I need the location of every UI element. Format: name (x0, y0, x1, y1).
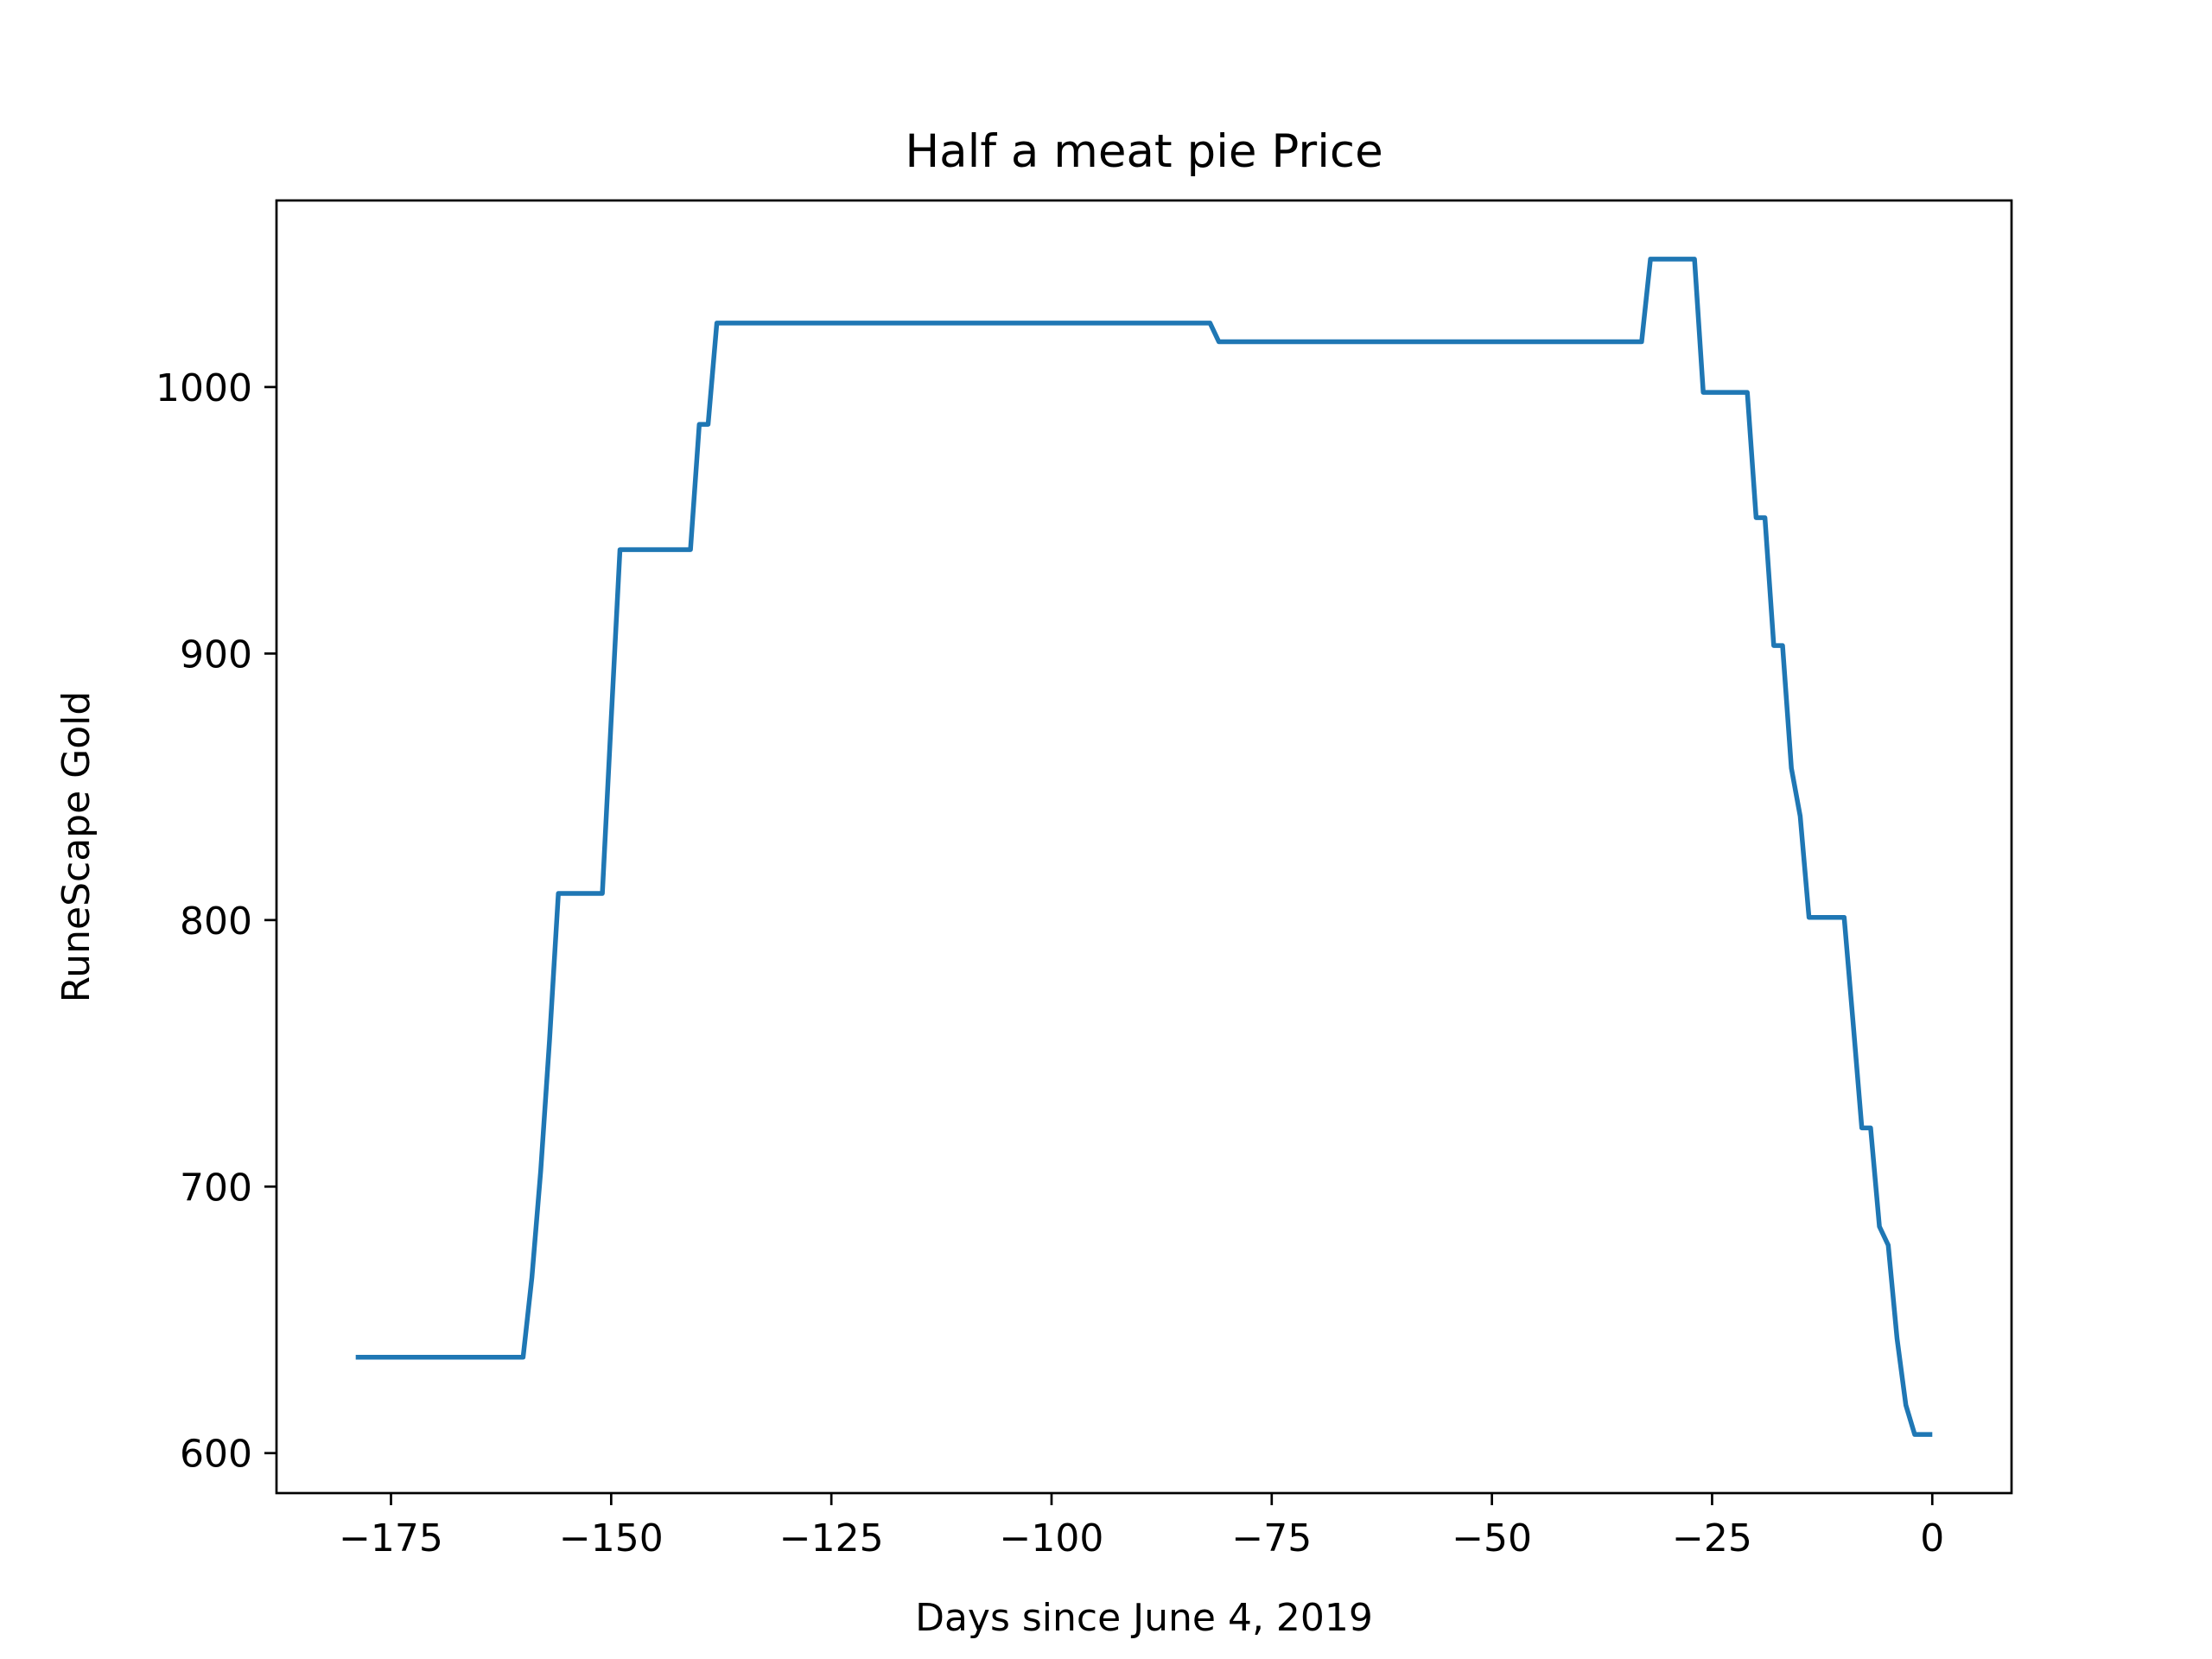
x-tick-label: −25 (1672, 1516, 1752, 1560)
x-axis-title: Days since June 4, 2019 (915, 1596, 1373, 1640)
x-tick-label: −100 (1000, 1516, 1104, 1560)
x-tick-label: 0 (1920, 1516, 1944, 1560)
chart-title: Half a meat pie Price (905, 125, 1382, 178)
y-tick-label: 700 (180, 1166, 252, 1210)
y-tick-label: 900 (180, 632, 252, 677)
x-tick-label: −125 (779, 1516, 884, 1560)
series-line (355, 257, 1933, 1437)
y-axis: 600 700 800 900 1000 (156, 366, 276, 1477)
y-tick-label: 800 (180, 899, 252, 944)
y-tick-label: 600 (180, 1433, 252, 1477)
x-tick-label: −175 (339, 1516, 443, 1560)
series-layer (355, 257, 1933, 1437)
x-tick-label: −75 (1231, 1516, 1312, 1560)
y-tick-label: 1000 (156, 366, 252, 410)
x-tick-label: −150 (559, 1516, 664, 1560)
y-axis-title: RuneScape Gold (54, 691, 99, 1003)
x-tick-label: −50 (1452, 1516, 1532, 1560)
x-axis: −175 −150 −125 −100 −75 −50 −25 0 (339, 1493, 1944, 1560)
plot-frame (275, 199, 2013, 1495)
